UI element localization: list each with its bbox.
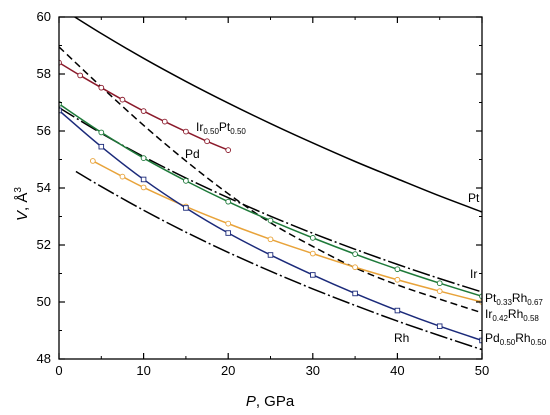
data-point [183, 178, 189, 184]
curve-label-ir: Ir [470, 267, 477, 281]
data-point [119, 96, 126, 103]
y-tick-label: 50 [37, 294, 51, 309]
curves [59, 17, 482, 351]
data-point [267, 217, 274, 224]
data-point [225, 230, 231, 236]
data-point [77, 72, 84, 79]
curve-label-ir0-42rh0-58: Ir0.42Rh0.58 [485, 307, 539, 323]
data-point [436, 288, 443, 295]
data-point [352, 264, 358, 271]
y-tick-label: 58 [37, 66, 51, 81]
data-point [183, 205, 189, 211]
series-line-pd [59, 46, 482, 314]
data-point [183, 128, 189, 135]
data-point [89, 158, 96, 164]
data-point [204, 138, 210, 145]
data-point [225, 220, 232, 227]
x-tick-label: 0 [55, 363, 62, 378]
curve-label-pt0-33rh0-67: Pt0.33Rh0.67 [485, 291, 543, 307]
data-point [394, 276, 401, 283]
y-tick-label: 60 [37, 9, 51, 24]
series-markers-pt0-33rh0-67 [59, 101, 482, 300]
series-line-pt0-33rh0-67 [59, 103, 482, 298]
series-markers-ir0-50pt0-50 [59, 59, 232, 153]
curve-labels: Pt Ir Rh Pd Ir0.50Pt0.50 Pt0.33Rh0.67Ir0.42Rh… [185, 120, 547, 347]
data-point [98, 84, 105, 91]
data-point [161, 118, 168, 125]
series-line-ir [59, 106, 482, 293]
data-point [352, 290, 358, 297]
data-point [309, 250, 316, 257]
data-point [98, 129, 105, 136]
data-point [140, 108, 147, 114]
x-tick-label: 50 [475, 363, 489, 378]
x-tick-label: 30 [306, 363, 320, 378]
series-markers-ir0-42rh0-58 [89, 158, 482, 305]
y-tick-label: 56 [37, 123, 51, 138]
data-point [98, 143, 105, 150]
data-point [225, 198, 232, 205]
y-tick-label: 54 [37, 180, 51, 195]
y-tick-label: 52 [37, 237, 51, 252]
y-tick-label: 48 [37, 351, 51, 366]
curve-label-pd: Pd [185, 147, 200, 161]
data-point [436, 280, 443, 287]
curve-label-rh: Rh [394, 331, 409, 345]
series-line-ir0-42rh0-58 [92, 160, 482, 303]
data-point [140, 155, 147, 161]
data-point [140, 184, 147, 191]
curve-label-pd0-50rh0-50: Pd0.50Rh0.50 [485, 331, 547, 347]
x-tick-label: 20 [221, 363, 235, 378]
series-line-ir0-50pt0-50 [59, 61, 229, 151]
x-tick-label: 10 [136, 363, 150, 378]
series-line-pt [73, 17, 482, 213]
data-point [394, 266, 401, 273]
data-point [436, 323, 443, 329]
data-point [479, 337, 482, 344]
series-line-rh [75, 170, 482, 351]
series-markers-pd0-50rh0-50 [59, 107, 482, 344]
data-point [309, 235, 316, 241]
data-point [394, 307, 401, 314]
x-axis-title: P, GPa [246, 393, 295, 410]
data-point [352, 251, 358, 257]
x-tick-label: 40 [390, 363, 404, 378]
data-point [225, 147, 232, 153]
data-point [310, 272, 316, 278]
curve-label-ir0-50pt0-50: Ir0.50Pt0.50 [196, 120, 246, 136]
data-point [267, 252, 274, 258]
data-point [267, 236, 274, 243]
axis-ticks: 0 10 20 30 40 50 48 50 52 54 56 58 60 [37, 9, 490, 378]
y-axis-title: V, Å3 [13, 187, 31, 221]
data-point [140, 176, 147, 183]
data-point [119, 173, 126, 180]
curve-label-pt: Pt [468, 191, 480, 205]
